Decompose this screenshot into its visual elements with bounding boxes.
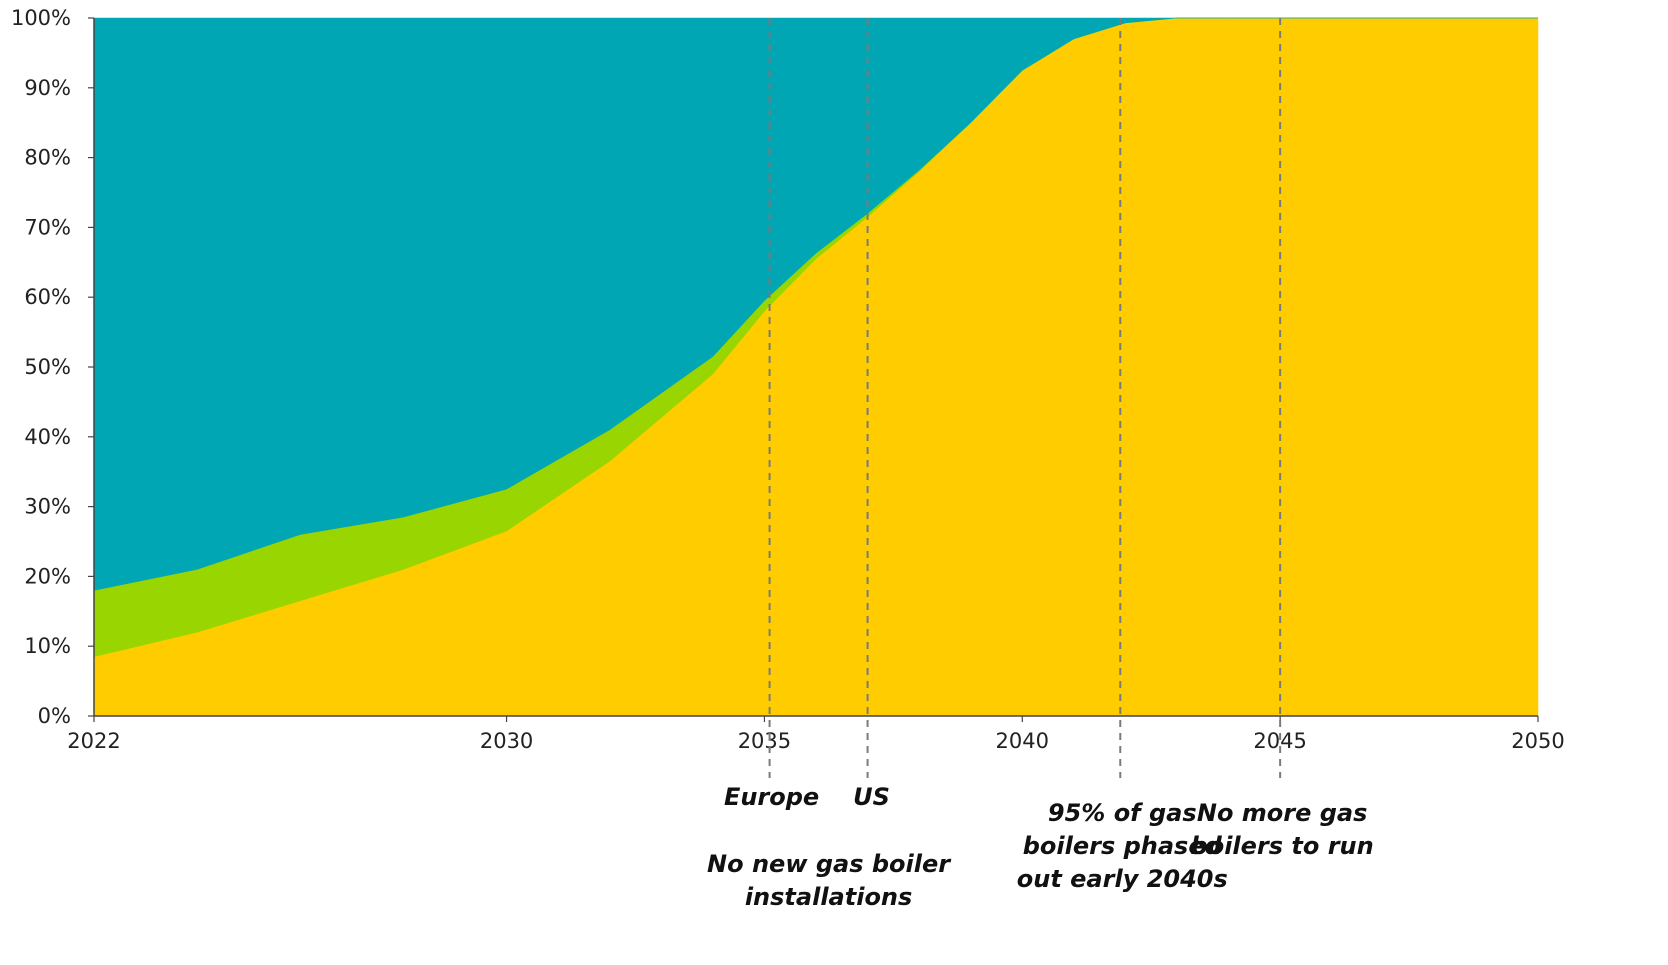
shared-annotation-label: No new gas boiler <box>707 850 952 878</box>
y-tick-label: 100% <box>11 6 71 30</box>
y-axis-ticks: 0% 10% 20% 30% 40% 50% 60% 70% 80% 90% 100% <box>11 6 94 728</box>
y-tick-label: 10% <box>24 634 71 658</box>
shared-annotation-label: installations <box>745 883 912 911</box>
y-tick-label: 60% <box>24 285 71 309</box>
y-tick-label: 20% <box>24 564 71 588</box>
y-tick-label: 40% <box>24 425 71 449</box>
area-series-3 <box>93 17 1538 591</box>
milestone-label: No more gas <box>1197 799 1368 827</box>
milestone-label: boilers phased <box>1023 832 1223 860</box>
y-tick-label: 50% <box>24 355 71 379</box>
y-tick-label: 80% <box>24 146 71 170</box>
y-tick-label: 70% <box>24 215 71 239</box>
milestone-label: boilers to run <box>1191 832 1374 860</box>
x-tick-label: 2040 <box>996 729 1049 753</box>
y-tick-label: 90% <box>24 76 71 100</box>
milestone-label: US <box>853 783 890 811</box>
y-tick-label: 30% <box>24 495 71 519</box>
x-tick-label: 2030 <box>480 729 533 753</box>
milestone-label: out early 2040s <box>1017 865 1228 893</box>
milestone-label: 95% of gas <box>1048 799 1197 827</box>
milestone-label: Europe <box>724 783 819 811</box>
x-tick-label: 2022 <box>67 729 120 753</box>
milestone-lines <box>768 18 1282 778</box>
x-tick-label: 2050 <box>1511 729 1564 753</box>
x-tick-label: 2035 <box>738 729 791 753</box>
y-tick-label: 0% <box>38 704 71 728</box>
x-axis-ticks: 2022 2030 2035 2040 2045 2050 <box>67 716 1565 753</box>
chart-areas <box>93 17 1539 717</box>
milestone-annotations: Europe US 95% of gas boilers phased out earl… <box>707 783 1374 911</box>
